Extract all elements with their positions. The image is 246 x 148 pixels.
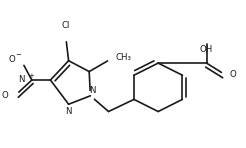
Text: O: O <box>2 91 9 100</box>
Text: CH₃: CH₃ <box>116 53 132 62</box>
Text: −: − <box>15 52 21 58</box>
Text: N: N <box>18 75 25 84</box>
Text: O: O <box>229 70 236 79</box>
Text: +: + <box>29 73 34 79</box>
Text: N: N <box>89 86 96 95</box>
Text: OH: OH <box>200 45 213 54</box>
Text: Cl: Cl <box>62 21 70 30</box>
Text: O: O <box>8 55 15 64</box>
Text: N: N <box>65 107 72 116</box>
